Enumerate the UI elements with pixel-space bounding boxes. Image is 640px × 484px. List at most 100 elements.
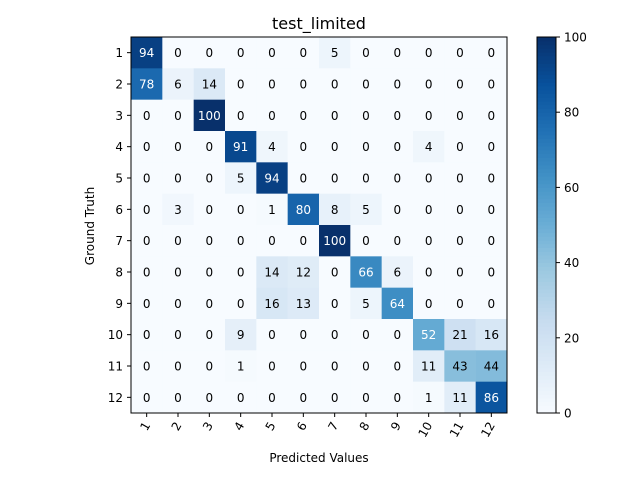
colorbar-segment [537, 364, 556, 369]
cell-value-label: 43 [452, 360, 467, 374]
cell-value-label: 0 [174, 266, 182, 280]
colorbar-segment [537, 157, 556, 162]
colorbar-segment [537, 405, 556, 410]
heatmap-cell [225, 381, 257, 414]
heatmap-cell [381, 193, 414, 226]
cell-value-label: 6 [174, 78, 182, 92]
cell-value-label: 5 [237, 172, 245, 186]
cell-value-label: 0 [488, 297, 496, 311]
cell-value-label: 86 [484, 391, 499, 405]
colorbar-segment [537, 153, 556, 158]
colorbar-segment [537, 307, 556, 312]
heatmap-cell [475, 37, 508, 69]
heatmap-cell [287, 131, 320, 163]
cell-value-label: 0 [394, 203, 402, 217]
heatmap-cell [287, 287, 320, 320]
heatmap-cell [162, 225, 194, 257]
heatmap-cell [287, 350, 320, 382]
heatmap-cell [319, 99, 351, 132]
heatmap-cell [131, 319, 163, 351]
cell-value-label: 0 [362, 109, 370, 123]
cell-value-label: 0 [300, 78, 308, 92]
y-tick-label: 2 [115, 78, 123, 92]
cell-value-label: 14 [202, 78, 217, 92]
cell-value-label: 0 [394, 46, 402, 60]
colorbar-segment [537, 112, 556, 117]
heatmap-cell [287, 381, 320, 414]
cell-value-label: 94 [264, 172, 279, 186]
heatmap-cell [225, 319, 257, 351]
cell-value-label: 0 [394, 328, 402, 342]
heatmap-cell [131, 381, 163, 414]
cell-value-label: 0 [425, 297, 433, 311]
cell-value-label: 0 [143, 140, 151, 154]
heatmap-cell [162, 37, 194, 69]
cell-value-label: 0 [174, 360, 182, 374]
heatmap-cell [475, 287, 508, 320]
heatmap-cell [350, 193, 382, 226]
colorbar-segment [537, 360, 556, 365]
heatmap-cell [256, 99, 288, 132]
cell-value-label: 0 [143, 109, 151, 123]
colorbar-segment [537, 300, 556, 305]
heatmap-cell [131, 350, 163, 382]
y-tick-label: 9 [115, 297, 123, 311]
cell-value-label: 0 [143, 172, 151, 186]
cell-value-label: 0 [425, 78, 433, 92]
heatmap-cell [162, 131, 194, 163]
cell-value-label: 0 [300, 109, 308, 123]
heatmap-cell [413, 256, 445, 288]
colorbar-segment [537, 277, 556, 282]
colorbar-segment [537, 161, 556, 166]
colorbar-segment [537, 255, 556, 260]
cell-value-label: 0 [143, 297, 151, 311]
cell-value-label: 5 [362, 203, 370, 217]
colorbar-segment [537, 74, 556, 79]
colorbar-tick-label: 60 [564, 181, 579, 195]
colorbar-segment [537, 40, 556, 46]
cell-value-label: 1 [268, 203, 276, 217]
heatmap-cell [256, 381, 288, 414]
cell-value-label: 0 [425, 172, 433, 186]
heatmap-cell [193, 319, 226, 351]
colorbar-segment [537, 371, 556, 376]
heatmap-cell [256, 162, 288, 194]
colorbar-segment [537, 194, 556, 200]
cell-value-label: 14 [264, 266, 279, 280]
heatmap-cell [162, 256, 194, 288]
heatmap-cell [287, 319, 320, 351]
heatmap-cell [350, 225, 382, 257]
heatmap-cell [475, 225, 508, 257]
heatmap-cell [319, 68, 351, 100]
colorbar-segment [537, 138, 556, 143]
colorbar-segment [537, 206, 556, 211]
heatmap-cell [444, 256, 476, 288]
colorbar-segment [537, 115, 556, 121]
heatmap-cell [413, 99, 445, 132]
heatmap-cell [381, 99, 414, 132]
colorbar-tick-label: 100 [564, 31, 587, 45]
cell-value-label: 0 [362, 328, 370, 342]
colorbar-segment [537, 142, 556, 147]
cell-value-label: 0 [488, 266, 496, 280]
y-tick-label: 1 [115, 46, 123, 60]
heatmap-cell [350, 131, 382, 163]
y-tick-label: 6 [115, 203, 123, 217]
heatmap-cell [444, 381, 476, 414]
heatmap-cell [256, 225, 288, 257]
colorbar-segment [537, 187, 556, 192]
heatmap-cell [131, 37, 163, 69]
colorbar-segment [537, 401, 556, 406]
colorbar-segment [537, 311, 556, 316]
heatmap-cell [287, 68, 320, 100]
cell-value-label: 64 [390, 297, 405, 311]
cell-value-label: 0 [425, 234, 433, 248]
heatmap-cell [287, 193, 320, 226]
heatmap-cell [350, 162, 382, 194]
cell-value-label: 0 [362, 46, 370, 60]
colorbar-segment [537, 164, 556, 170]
cell-value-label: 21 [452, 328, 467, 342]
cell-value-label: 0 [143, 360, 151, 374]
cell-value-label: 0 [237, 266, 245, 280]
colorbar-segment [537, 48, 556, 53]
